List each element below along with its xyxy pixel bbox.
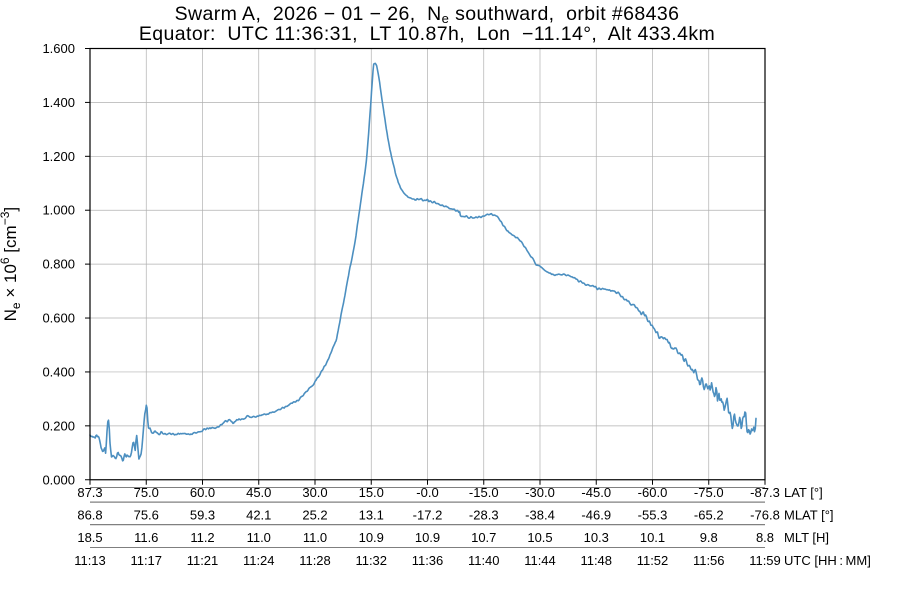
svg-text:-76.8: -76.8 bbox=[750, 507, 780, 522]
svg-text:-15.0: -15.0 bbox=[469, 485, 499, 500]
svg-text:13.1: 13.1 bbox=[359, 507, 384, 522]
svg-text:0.400: 0.400 bbox=[42, 364, 75, 379]
svg-text:75.0: 75.0 bbox=[134, 485, 159, 500]
svg-text:-28.3: -28.3 bbox=[469, 507, 499, 522]
svg-text:10.9: 10.9 bbox=[359, 530, 384, 545]
svg-text:UTC [HH : MM]: UTC [HH : MM] bbox=[784, 553, 871, 568]
svg-text:59.3: 59.3 bbox=[190, 507, 215, 522]
svg-text:Equator: UTC 11:36:31, LT 10: Equator: UTC 11:36:31, LT 10.87h, Lon −1… bbox=[139, 23, 715, 45]
svg-text:11.0: 11.0 bbox=[247, 530, 271, 545]
svg-text:-65.2: -65.2 bbox=[694, 507, 724, 522]
svg-text:10.9: 10.9 bbox=[415, 530, 440, 545]
svg-text:11:32: 11:32 bbox=[355, 553, 387, 568]
svg-text:11:56: 11:56 bbox=[693, 553, 725, 568]
svg-text:0.800: 0.800 bbox=[42, 257, 75, 272]
svg-text:-75.0: -75.0 bbox=[694, 485, 724, 500]
svg-text:18.5: 18.5 bbox=[77, 530, 102, 545]
svg-text:11:24: 11:24 bbox=[243, 553, 275, 568]
svg-text:8.8: 8.8 bbox=[756, 530, 774, 545]
svg-text:1.400: 1.400 bbox=[42, 95, 75, 110]
svg-text:42.1: 42.1 bbox=[246, 507, 271, 522]
svg-text:LAT [°]: LAT [°] bbox=[784, 485, 823, 500]
svg-text:11:13: 11:13 bbox=[74, 553, 106, 568]
svg-text:9.8: 9.8 bbox=[700, 530, 718, 545]
svg-text:11.0: 11.0 bbox=[303, 530, 327, 545]
svg-text:25.2: 25.2 bbox=[302, 507, 327, 522]
svg-text:10.5: 10.5 bbox=[527, 530, 552, 545]
svg-text:11:44: 11:44 bbox=[524, 553, 556, 568]
svg-text:-30.0: -30.0 bbox=[525, 485, 555, 500]
svg-text:60.0: 60.0 bbox=[190, 485, 215, 500]
svg-text:11.2: 11.2 bbox=[190, 530, 214, 545]
svg-text:-55.3: -55.3 bbox=[638, 507, 668, 522]
svg-text:45.0: 45.0 bbox=[246, 485, 271, 500]
svg-text:11:40: 11:40 bbox=[468, 553, 500, 568]
svg-text:11:36: 11:36 bbox=[412, 553, 444, 568]
svg-text:11:28: 11:28 bbox=[299, 553, 331, 568]
svg-text:-46.9: -46.9 bbox=[581, 507, 611, 522]
svg-text:MLAT [°]: MLAT [°] bbox=[784, 507, 834, 522]
svg-text:75.6: 75.6 bbox=[134, 507, 159, 522]
svg-text:11:21: 11:21 bbox=[187, 553, 219, 568]
svg-text:10.3: 10.3 bbox=[584, 530, 609, 545]
svg-text:15.0: 15.0 bbox=[359, 485, 384, 500]
svg-text:-60.0: -60.0 bbox=[638, 485, 668, 500]
svg-text:30.0: 30.0 bbox=[302, 485, 327, 500]
svg-text:87.3: 87.3 bbox=[77, 485, 102, 500]
svg-text:0.000: 0.000 bbox=[42, 472, 75, 487]
svg-text:0.600: 0.600 bbox=[42, 311, 75, 326]
svg-text:11.6: 11.6 bbox=[134, 530, 158, 545]
svg-text:10.7: 10.7 bbox=[471, 530, 496, 545]
svg-text:1.000: 1.000 bbox=[42, 203, 75, 218]
svg-text:1.200: 1.200 bbox=[42, 149, 75, 164]
svg-text:11:17: 11:17 bbox=[130, 553, 162, 568]
svg-text:11:52: 11:52 bbox=[637, 553, 669, 568]
svg-text:-0.0: -0.0 bbox=[416, 485, 438, 500]
svg-text:-87.3: -87.3 bbox=[750, 485, 780, 500]
svg-text:-45.0: -45.0 bbox=[581, 485, 611, 500]
svg-text:86.8: 86.8 bbox=[77, 507, 102, 522]
svg-text:-17.2: -17.2 bbox=[413, 507, 443, 522]
svg-text:MLT [H]: MLT [H] bbox=[784, 530, 829, 545]
svg-text:11:59: 11:59 bbox=[749, 553, 781, 568]
svg-text:0.200: 0.200 bbox=[42, 418, 75, 433]
svg-text:11:48: 11:48 bbox=[580, 553, 612, 568]
svg-text:1.600: 1.600 bbox=[42, 41, 75, 56]
svg-text:10.1: 10.1 bbox=[640, 530, 665, 545]
svg-text:-38.4: -38.4 bbox=[525, 507, 555, 522]
